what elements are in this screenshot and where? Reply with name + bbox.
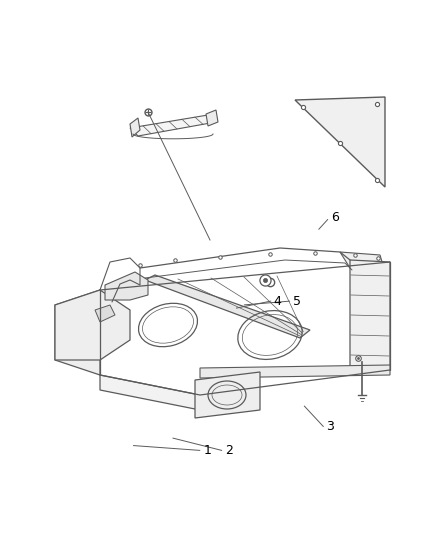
Polygon shape bbox=[195, 372, 260, 418]
Text: 6: 6 bbox=[331, 211, 339, 224]
Polygon shape bbox=[105, 272, 148, 300]
Polygon shape bbox=[206, 110, 218, 126]
Polygon shape bbox=[55, 290, 100, 375]
Polygon shape bbox=[145, 275, 310, 338]
Polygon shape bbox=[95, 305, 115, 322]
Polygon shape bbox=[55, 290, 130, 360]
Polygon shape bbox=[200, 365, 390, 378]
Polygon shape bbox=[340, 252, 383, 268]
Text: 4: 4 bbox=[274, 295, 282, 308]
Polygon shape bbox=[295, 97, 385, 187]
Text: 2: 2 bbox=[226, 444, 233, 457]
Text: 1: 1 bbox=[204, 444, 212, 457]
Polygon shape bbox=[100, 375, 200, 410]
Polygon shape bbox=[130, 115, 216, 136]
Polygon shape bbox=[130, 118, 140, 137]
Text: 3: 3 bbox=[326, 420, 334, 433]
Polygon shape bbox=[350, 260, 390, 372]
Text: 5: 5 bbox=[293, 295, 300, 308]
